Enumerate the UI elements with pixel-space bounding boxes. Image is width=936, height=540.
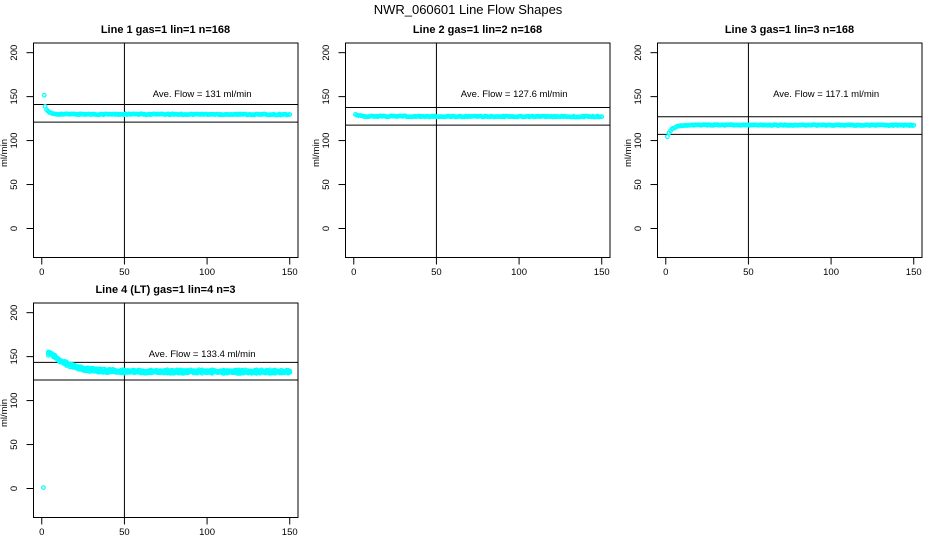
x-tick-label: 0 <box>351 267 356 278</box>
y-tick-label: 200 <box>9 305 20 321</box>
x-tick-label: 0 <box>39 267 44 278</box>
y-tick-label: 0 <box>321 226 332 231</box>
x-tick-label: 0 <box>663 267 668 278</box>
ave-flow-annotation: Ave. Flow = 117.1 ml/min <box>773 89 879 100</box>
x-tick-label: 100 <box>823 267 839 278</box>
data-point-series <box>41 92 293 118</box>
plot-line-1: 0 50 100 150 0 50 100 150 200 ml/min Ave. Flow = 1… <box>0 42 299 278</box>
y-tick-label: 0 <box>9 226 20 231</box>
y-tick-label: 0 <box>9 486 20 491</box>
ave-flow-annotation: Ave. Flow = 131 ml/min <box>153 89 252 100</box>
y-tick-label: 150 <box>9 349 20 365</box>
plot-line-2: 0 50 100 150 0 50 100 150 200 ml/min Ave. Flow = 1… <box>312 42 611 278</box>
plot-line-4: 0 50 100 150 0 50 100 150 200 ml/min Ave. Flow = 1… <box>0 302 299 538</box>
outlier-point <box>665 134 670 140</box>
panel-line-3: Line 3 gas=1 lin=3 n=168 0 50 100 150 0 50 100… <box>624 20 936 280</box>
panel-title: Line 3 gas=1 lin=3 n=168 <box>724 24 855 36</box>
data-point <box>599 114 605 120</box>
y-tick-label: 100 <box>9 393 20 409</box>
y-tick-label: 100 <box>633 133 644 149</box>
y-tick-label: 200 <box>633 45 644 61</box>
plot-box <box>657 42 923 258</box>
plot-box <box>33 42 299 258</box>
y-tick-label: 150 <box>633 89 644 105</box>
x-tick-label: 100 <box>511 267 527 278</box>
outlier-point <box>41 485 46 491</box>
x-tick-label: 50 <box>119 267 130 278</box>
panel-line-1: Line 1 gas=1 lin=1 n=168 0 50 100 150 0 50 100… <box>0 20 312 280</box>
x-tick-label: 150 <box>282 527 298 538</box>
y-tick-label: 150 <box>321 89 332 105</box>
ave-flow-annotation: Ave. Flow = 127.6 ml/min <box>461 89 568 100</box>
y-tick-label: 50 <box>633 179 644 190</box>
panel-title: Line 1 gas=1 lin=1 n=168 <box>100 24 231 36</box>
y-tick-label: 100 <box>321 133 332 149</box>
data-point-series <box>665 122 917 140</box>
data-point <box>911 122 917 128</box>
y-axis-label: ml/min <box>0 399 10 427</box>
panel-title: Line 4 (LT) gas=1 lin=4 n=3 <box>95 284 236 296</box>
plot-box <box>345 42 611 258</box>
x-tick-label: 50 <box>743 267 754 278</box>
y-tick-label: 0 <box>633 226 644 231</box>
x-tick-label: 150 <box>594 267 610 278</box>
data-point-series <box>41 349 293 491</box>
x-tick-label: 100 <box>199 267 215 278</box>
panel-line-4: Line 4 (LT) gas=1 lin=4 n=3 0 50 100 150 0 50… <box>0 280 312 540</box>
x-tick-label: 100 <box>199 527 215 538</box>
data-point <box>287 112 293 117</box>
y-tick-label: 50 <box>9 439 20 450</box>
data-point <box>287 369 293 374</box>
y-tick-label: 50 <box>9 179 20 190</box>
y-tick-label: 200 <box>9 45 20 61</box>
ave-flow-annotation: Ave. Flow = 133.4 ml/min <box>149 349 256 360</box>
figure-title: NWR_060601 Line Flow Shapes <box>373 2 563 17</box>
data-point-series <box>353 111 605 120</box>
plot-box <box>33 302 299 518</box>
outlier-point <box>41 92 47 98</box>
x-tick-label: 150 <box>282 267 298 278</box>
y-axis-label: ml/min <box>312 139 322 167</box>
plot-line-3: 0 50 100 150 0 50 100 150 200 ml/min Ave. Flow = 1… <box>624 42 923 278</box>
y-axis-label: ml/min <box>624 139 634 167</box>
panel-line-2: Line 2 gas=1 lin=2 n=168 0 50 100 150 0 50 100… <box>312 20 624 280</box>
x-tick-label: 150 <box>906 267 922 278</box>
y-axis-label: ml/min <box>0 139 10 167</box>
x-tick-label: 0 <box>39 527 44 538</box>
panel-title: Line 2 gas=1 lin=2 n=168 <box>412 24 543 36</box>
y-tick-label: 200 <box>321 45 332 61</box>
y-tick-label: 100 <box>9 133 20 149</box>
x-tick-label: 50 <box>119 527 130 538</box>
y-tick-label: 150 <box>9 89 20 105</box>
y-tick-label: 50 <box>321 179 332 190</box>
x-tick-label: 50 <box>431 267 442 278</box>
